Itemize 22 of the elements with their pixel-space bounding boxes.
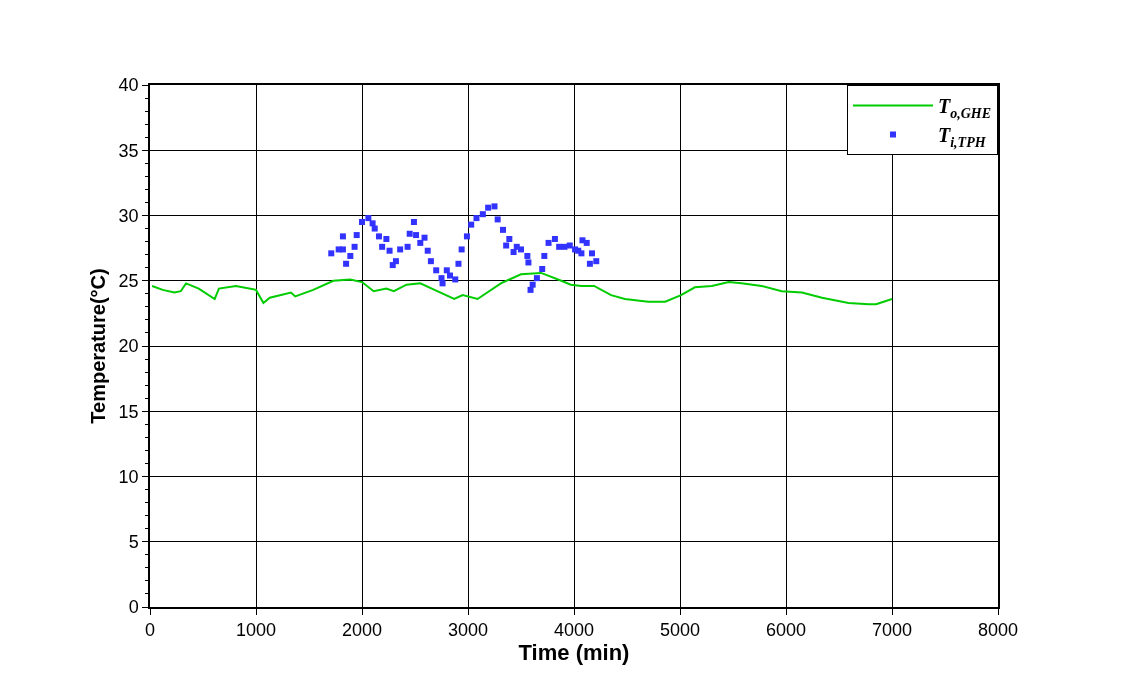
x-axis-title: Time (min)	[518, 640, 630, 666]
y-tick-label: 0	[128, 597, 139, 618]
y-tick-label: 40	[118, 75, 139, 96]
y-tick-label: 20	[118, 336, 139, 357]
x-tick-label: 0	[144, 620, 156, 641]
x-tick-label: 4000	[553, 620, 595, 641]
x-tick-label: 5000	[659, 620, 701, 641]
y-tick-label: 10	[118, 466, 139, 487]
x-tick-label: 7000	[871, 620, 913, 641]
y-tick-label: 30	[118, 205, 139, 226]
x-tick-label: 8000	[977, 620, 1019, 641]
x-tick-label: 2000	[341, 620, 383, 641]
legend-label: T$_{o,GHE}$	[938, 95, 992, 121]
legend-label: T$_{i,TPH}$	[938, 124, 987, 150]
x-tick-label: 6000	[765, 620, 807, 641]
y-axis-title: Temperature(°C)	[86, 268, 109, 424]
y-tick-label: 15	[118, 401, 139, 422]
y-tick-label: 35	[118, 140, 139, 161]
y-tick-label: 5	[128, 532, 139, 553]
y-tick-label: 25	[118, 271, 139, 292]
x-tick-label: 3000	[447, 620, 489, 641]
x-tick-label: 1000	[235, 620, 277, 641]
